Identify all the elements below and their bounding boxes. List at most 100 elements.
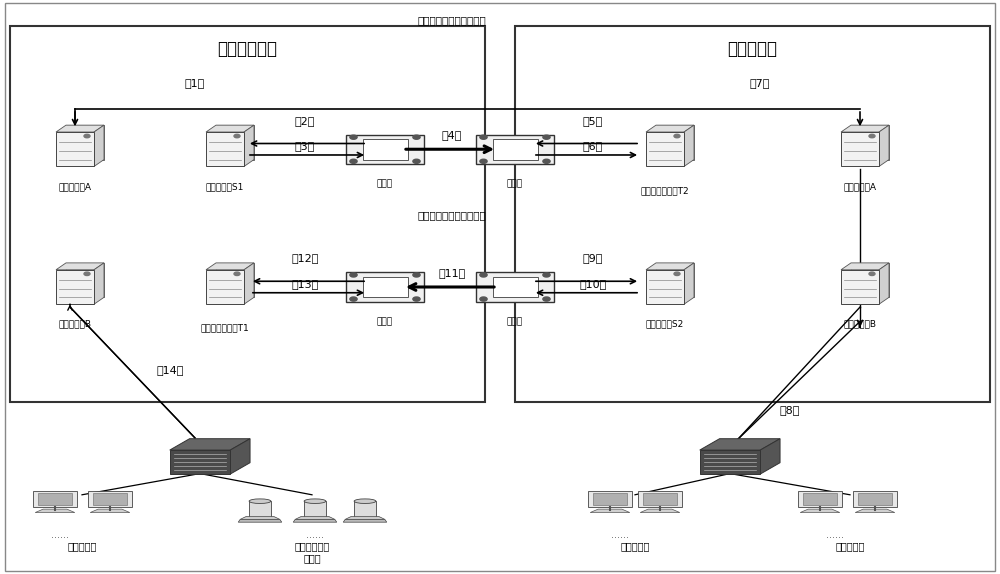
Circle shape — [413, 135, 420, 139]
Polygon shape — [206, 132, 244, 166]
Ellipse shape — [249, 499, 271, 503]
Polygon shape — [492, 277, 538, 297]
Polygon shape — [853, 491, 897, 507]
Circle shape — [869, 272, 875, 276]
Polygon shape — [240, 517, 280, 519]
Polygon shape — [656, 263, 694, 297]
Polygon shape — [244, 263, 254, 304]
Polygon shape — [646, 132, 684, 166]
Polygon shape — [238, 519, 282, 522]
Polygon shape — [88, 491, 132, 507]
Polygon shape — [841, 263, 889, 270]
Polygon shape — [362, 139, 408, 160]
Circle shape — [674, 134, 680, 138]
Text: （4）: （4） — [442, 130, 462, 140]
Polygon shape — [249, 501, 271, 517]
Polygon shape — [362, 277, 408, 297]
Bar — [10, 26, 485, 402]
Circle shape — [543, 297, 550, 301]
Text: 单向隔离网闸（外到内）: 单向隔离网闸（外到内） — [418, 15, 486, 25]
Circle shape — [543, 159, 550, 164]
Polygon shape — [35, 509, 75, 513]
Polygon shape — [293, 519, 337, 522]
Circle shape — [480, 135, 487, 139]
Circle shape — [543, 273, 550, 277]
Text: （2）: （2） — [295, 115, 315, 126]
Polygon shape — [216, 263, 254, 297]
Polygon shape — [851, 263, 889, 297]
Polygon shape — [684, 125, 694, 166]
Ellipse shape — [354, 499, 376, 503]
Circle shape — [350, 135, 357, 139]
Polygon shape — [841, 132, 879, 166]
Polygon shape — [94, 263, 104, 304]
Polygon shape — [879, 125, 889, 166]
Polygon shape — [90, 509, 130, 513]
Text: 单向隔离网闸（内到外）: 单向隔离网闸（内到外） — [418, 210, 486, 220]
Circle shape — [674, 272, 680, 276]
Text: （5）: （5） — [583, 115, 603, 126]
Polygon shape — [656, 125, 694, 160]
Polygon shape — [206, 270, 244, 304]
Polygon shape — [841, 270, 879, 304]
Polygon shape — [244, 125, 254, 166]
Circle shape — [234, 272, 240, 276]
Polygon shape — [56, 125, 104, 132]
Polygon shape — [760, 439, 780, 474]
Polygon shape — [216, 125, 254, 160]
Bar — [515, 26, 990, 402]
Polygon shape — [345, 517, 385, 519]
Polygon shape — [94, 125, 104, 166]
Text: （13）: （13） — [291, 279, 319, 289]
Circle shape — [234, 134, 240, 138]
Polygon shape — [858, 493, 892, 505]
Polygon shape — [700, 450, 760, 474]
Text: ......: ...... — [826, 530, 844, 540]
Polygon shape — [56, 263, 104, 270]
Circle shape — [84, 134, 90, 138]
Polygon shape — [206, 125, 254, 132]
Text: 认证服务器S2: 认证服务器S2 — [646, 320, 684, 329]
Text: 同步服务器B: 同步服务器B — [58, 320, 92, 329]
Polygon shape — [56, 132, 94, 166]
Text: （1）: （1） — [185, 78, 205, 88]
Text: 用户终端区: 用户终端区 — [620, 541, 650, 552]
Polygon shape — [798, 491, 842, 507]
Text: 同步服务器A: 同步服务器A — [844, 182, 876, 191]
Polygon shape — [476, 273, 554, 302]
Text: （6）: （6） — [583, 141, 603, 152]
Polygon shape — [800, 509, 840, 513]
Text: 内端机: 内端机 — [507, 179, 523, 188]
Polygon shape — [346, 273, 424, 302]
Text: （14）: （14） — [156, 365, 184, 375]
Polygon shape — [646, 270, 684, 304]
Circle shape — [413, 159, 420, 164]
Polygon shape — [851, 125, 889, 160]
Circle shape — [413, 297, 420, 301]
Polygon shape — [803, 493, 837, 505]
Text: 外端机: 外端机 — [507, 317, 523, 326]
Circle shape — [350, 159, 357, 164]
Circle shape — [480, 273, 487, 277]
Text: （10）: （10） — [579, 279, 607, 289]
Circle shape — [543, 135, 550, 139]
Circle shape — [350, 297, 357, 301]
Polygon shape — [33, 491, 77, 507]
Circle shape — [350, 273, 357, 277]
Polygon shape — [640, 509, 680, 513]
Text: 票据授权服务器T2: 票据授权服务器T2 — [641, 186, 689, 195]
Text: ......: ...... — [611, 530, 629, 540]
Polygon shape — [700, 439, 780, 450]
Text: 数控设备、测
试设备: 数控设备、测 试设备 — [294, 541, 330, 563]
Polygon shape — [66, 263, 104, 297]
Circle shape — [869, 134, 875, 138]
Polygon shape — [304, 501, 326, 517]
Text: 应用服务器B: 应用服务器B — [844, 320, 876, 329]
Text: 内端机: 内端机 — [377, 317, 393, 326]
Polygon shape — [476, 135, 554, 164]
Polygon shape — [230, 439, 250, 474]
Text: 应用服务器A: 应用服务器A — [58, 182, 92, 191]
Polygon shape — [879, 263, 889, 304]
Text: （9）: （9） — [583, 253, 603, 263]
Polygon shape — [346, 135, 424, 164]
